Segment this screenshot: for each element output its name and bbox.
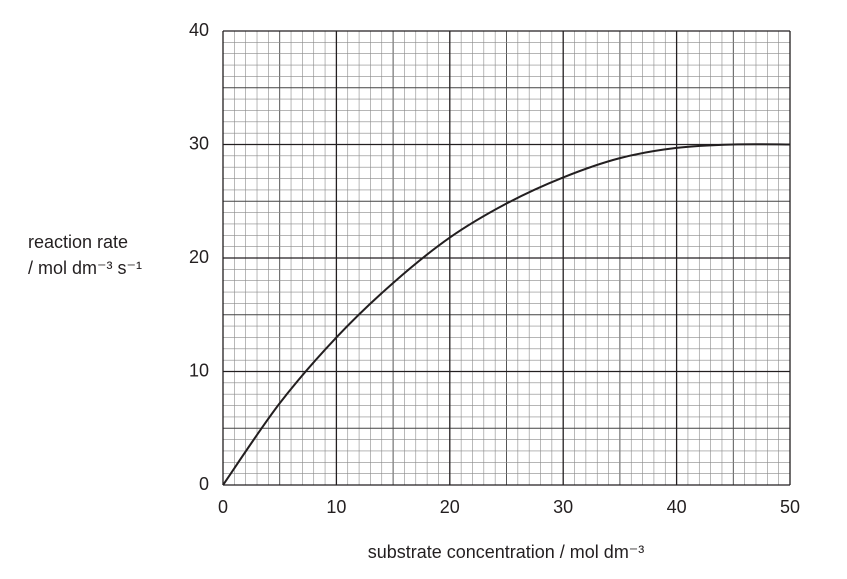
- y-axis-label: reaction rate: [28, 232, 128, 252]
- x-tick-label: 30: [553, 497, 573, 517]
- x-tick-label: 40: [667, 497, 687, 517]
- y-tick-label: 20: [189, 247, 209, 267]
- x-axis-label: substrate concentration / mol dm⁻³: [368, 542, 645, 562]
- y-tick-label: 40: [189, 20, 209, 40]
- x-tick-label: 50: [780, 497, 800, 517]
- y-axis-label: / mol dm⁻³ s⁻¹: [28, 258, 142, 278]
- y-tick-label: 30: [189, 133, 209, 153]
- x-tick-label: 10: [326, 497, 346, 517]
- x-tick-label: 20: [440, 497, 460, 517]
- data-line: [222, 143, 791, 486]
- y-tick-label: 10: [189, 360, 209, 380]
- x-tick-label: 0: [218, 497, 228, 517]
- y-tick-label: 0: [199, 474, 209, 494]
